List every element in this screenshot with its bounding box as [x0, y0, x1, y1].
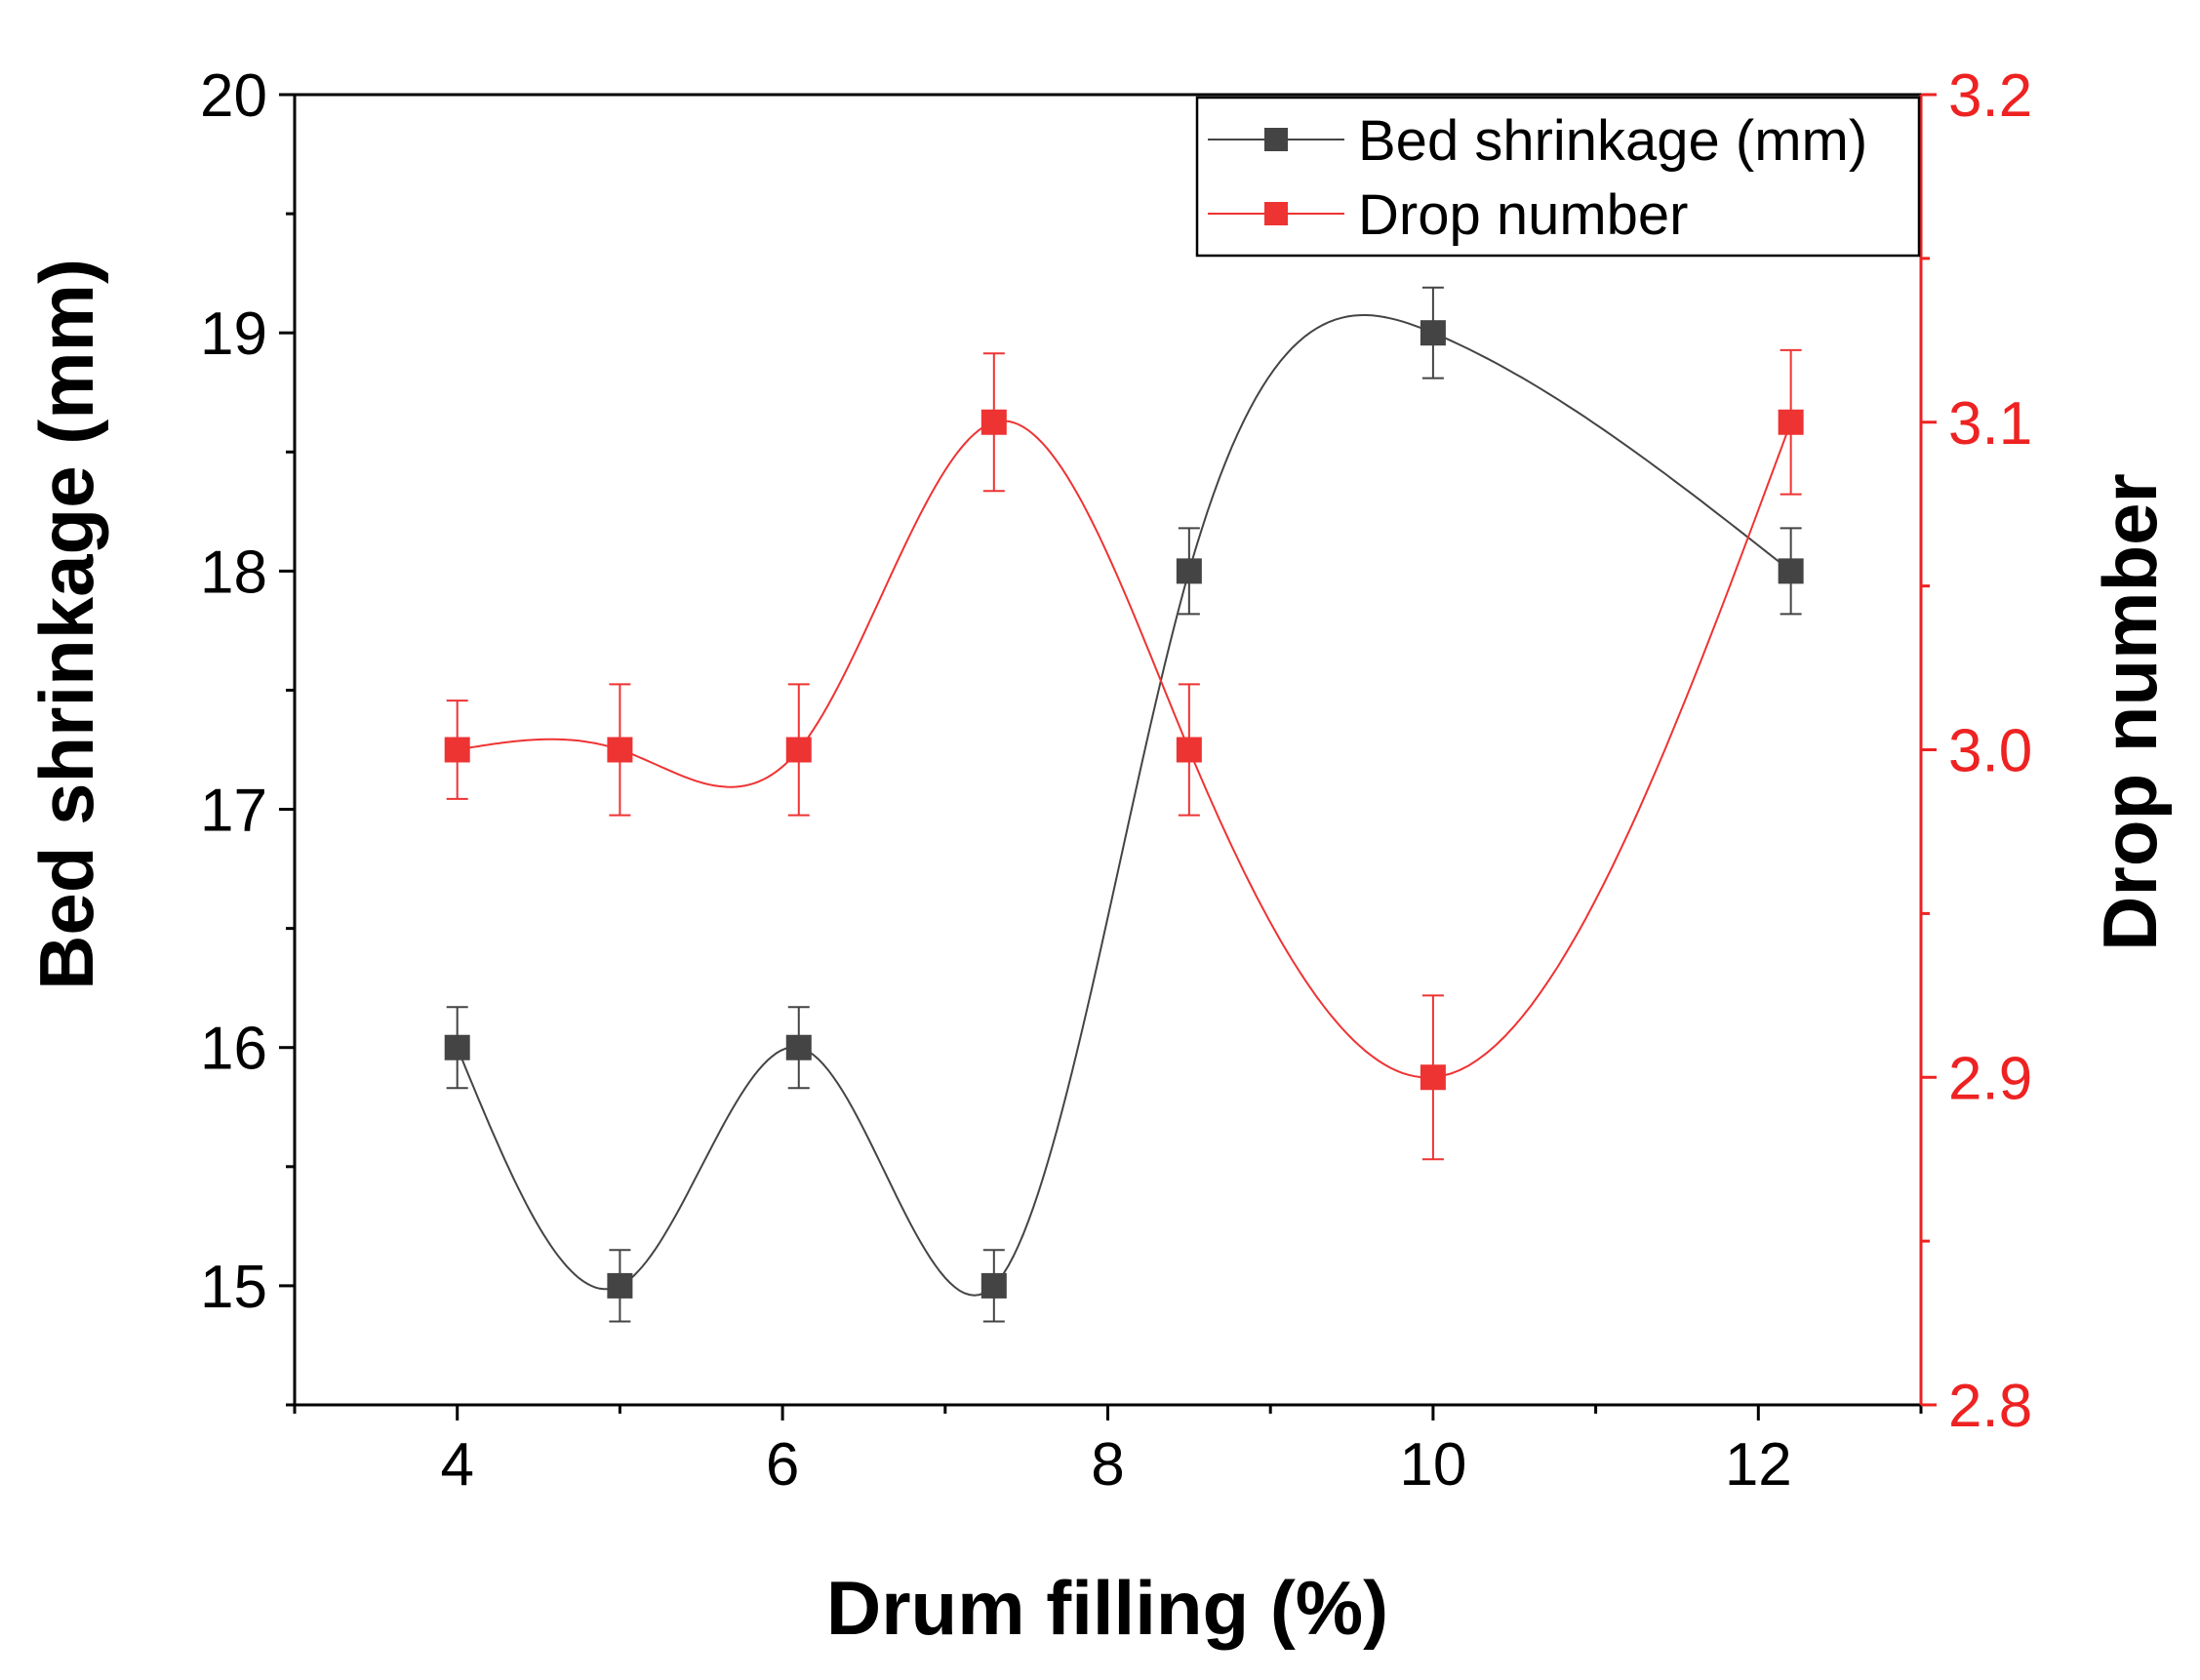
y-left-tick-label: 18 — [200, 539, 267, 606]
x-tick-label: 4 — [440, 1431, 473, 1499]
data-point-drop-number — [1420, 1064, 1446, 1091]
x-axis-title: Drum filling (%) — [826, 1565, 1388, 1651]
legend: Bed shrinkage (mm) Drop number — [1195, 96, 1921, 258]
y-right-tick-label: 3.0 — [1948, 718, 2032, 785]
series-line-bed-shrinkage — [456, 313, 1792, 1297]
data-point-bed-shrinkage — [1778, 558, 1804, 584]
legend-marker-bed-shrinkage — [1264, 128, 1288, 151]
data-point-drop-number — [1778, 409, 1804, 435]
x-tick-label: 10 — [1399, 1431, 1466, 1499]
legend-label-drop-number: Drop number — [1358, 183, 1688, 247]
y-left-axis: 15 16 17 18 19 20 — [200, 62, 295, 1407]
y-right-tick-label: 3.1 — [1948, 390, 2032, 458]
y-left-tick-label: 17 — [200, 778, 267, 845]
data-point-drop-number — [785, 737, 812, 763]
y-right-tick-label: 3.2 — [1948, 62, 2032, 130]
y-right-tick-label: 2.8 — [1948, 1373, 2032, 1440]
data-point-bed-shrinkage — [980, 1272, 1007, 1299]
data-point-drop-number — [607, 737, 633, 763]
legend-box — [1195, 96, 1921, 258]
x-tick-label: 12 — [1725, 1431, 1792, 1499]
data-point-drop-number — [444, 737, 470, 763]
plot-frame — [293, 93, 1923, 1407]
series-layer — [444, 286, 1804, 1323]
x-tick-label: 6 — [766, 1431, 799, 1499]
y-left-tick-label: 15 — [200, 1254, 267, 1321]
data-point-bed-shrinkage — [607, 1272, 633, 1299]
y-left-axis-title: Bed shrinkage (mm) — [23, 259, 109, 990]
data-point-drop-number — [980, 409, 1007, 435]
data-point-bed-shrinkage — [1176, 558, 1202, 584]
data-point-bed-shrinkage — [444, 1034, 470, 1060]
y-right-tick-label: 2.9 — [1948, 1045, 2032, 1112]
y-left-tick-label: 16 — [200, 1016, 267, 1083]
data-point-drop-number — [1176, 737, 1202, 763]
y-left-tick-label: 20 — [200, 62, 267, 130]
data-point-bed-shrinkage — [785, 1034, 812, 1060]
x-tick-label: 8 — [1091, 1431, 1124, 1499]
series-line-drop-number — [457, 420, 1792, 1079]
legend-item-drop-number: Drop number — [1208, 183, 1688, 247]
y-right-axis: 2.8 2.9 3.0 3.1 3.2 — [1921, 62, 2032, 1440]
legend-marker-drop-number — [1264, 202, 1288, 225]
legend-item-bed-shrinkage: Bed shrinkage (mm) — [1208, 109, 1867, 173]
legend-label-bed-shrinkage: Bed shrinkage (mm) — [1358, 109, 1867, 173]
x-axis: 4 6 8 10 12 — [293, 1405, 1923, 1499]
y-left-tick-label: 19 — [200, 300, 267, 368]
y-right-axis-title: Drop number — [2087, 473, 2173, 951]
data-point-bed-shrinkage — [1420, 320, 1446, 346]
